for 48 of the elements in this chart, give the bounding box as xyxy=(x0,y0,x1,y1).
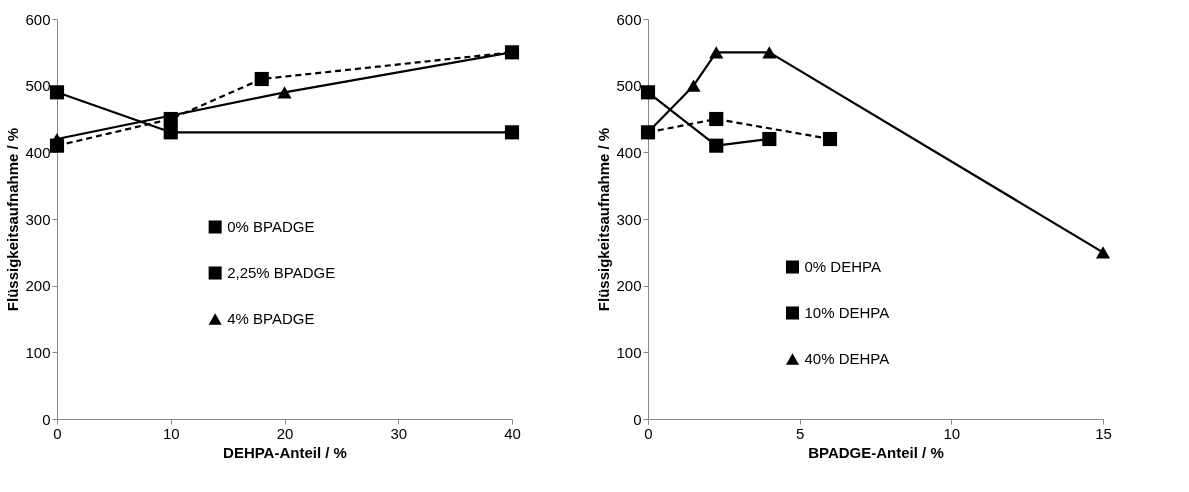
point xyxy=(640,85,656,100)
x-axis-title: DEHPA-Anteil / % xyxy=(223,443,347,461)
y-tick-label: 600 xyxy=(25,10,51,28)
x-tick-label: 10 xyxy=(162,424,180,442)
point xyxy=(504,125,520,140)
y-tick-label: 0 xyxy=(42,410,51,428)
point xyxy=(254,71,269,87)
y-tick-label: 100 xyxy=(616,343,642,361)
y-axis-title: Flüssigkeitsaufnahme / % xyxy=(4,127,22,312)
y-tick-label: 300 xyxy=(25,210,51,228)
x-axis-title: BPADGE-Anteil / % xyxy=(808,443,944,461)
point xyxy=(1095,246,1111,259)
point xyxy=(709,46,724,59)
x-tick-label: 15 xyxy=(1095,424,1112,442)
y-tick-label: 400 xyxy=(616,143,642,161)
legend-label: 0% DEHPA xyxy=(804,258,881,275)
x-tick-label: 10 xyxy=(943,424,961,442)
y-tick-label: 500 xyxy=(25,77,51,95)
y-tick-label: 300 xyxy=(616,210,642,228)
point xyxy=(762,46,777,59)
x-tick-label: 30 xyxy=(390,424,408,442)
y-axis-title: Flüssigkeitsaufnahme / % xyxy=(595,127,613,312)
point xyxy=(49,85,65,100)
point xyxy=(163,125,178,140)
point xyxy=(822,131,838,147)
y-tick-label: 0 xyxy=(633,410,642,428)
legend-label: 4% BPADGE xyxy=(227,310,315,327)
point xyxy=(762,131,777,147)
legend-label: 10% DEHPA xyxy=(804,304,890,321)
y-tick-label: 500 xyxy=(616,77,642,95)
legend-label: 40% DEHPA xyxy=(804,350,890,367)
point xyxy=(277,86,292,99)
y-tick-label: 600 xyxy=(616,10,642,28)
legend-label: 2,25% BPADGE xyxy=(227,264,336,281)
legend-label: 0% BPADGE xyxy=(227,218,315,235)
point xyxy=(709,138,724,153)
y-tick-label: 200 xyxy=(616,277,642,295)
x-tick-label: 40 xyxy=(504,424,521,442)
y-tick-label: 200 xyxy=(25,277,51,295)
x-tick-label: 0 xyxy=(644,424,653,442)
point xyxy=(709,111,724,127)
y-tick-label: 400 xyxy=(25,143,51,161)
x-tick-label: 5 xyxy=(795,424,805,442)
x-tick-label: 0 xyxy=(53,424,62,442)
point xyxy=(163,111,178,127)
y-tick-label: 100 xyxy=(25,343,51,361)
x-tick-label: 20 xyxy=(276,424,294,442)
point xyxy=(686,79,701,92)
